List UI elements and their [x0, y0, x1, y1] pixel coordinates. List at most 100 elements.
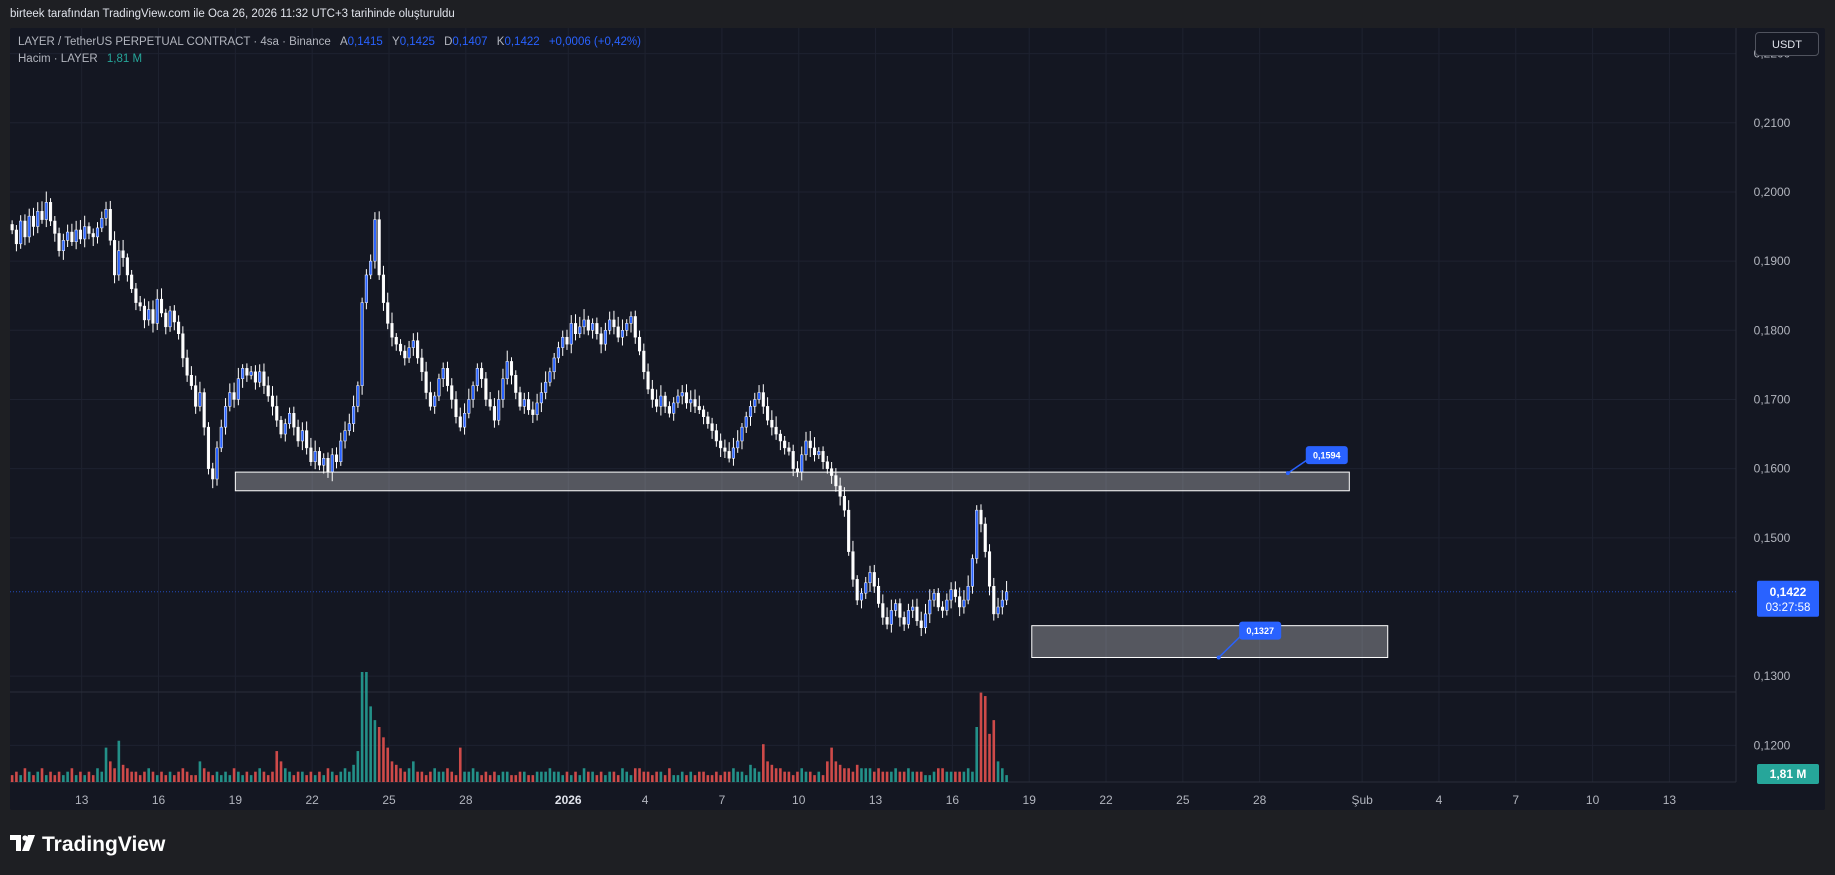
time-tick-label: 22: [305, 793, 319, 807]
candle-body: [309, 447, 313, 462]
candle-body: [172, 310, 176, 323]
tradingview-logo[interactable]: TradingView: [10, 833, 165, 857]
volume-bar: [318, 771, 321, 782]
candle-body: [215, 447, 219, 480]
candle-body: [142, 305, 146, 321]
volume-bar: [672, 775, 675, 782]
candle-body: [262, 371, 266, 386]
candle-body: [19, 220, 23, 245]
volume-bar: [966, 768, 970, 782]
price-tick-label: 0,1900: [1754, 254, 1791, 268]
countdown-value: 03:27:58: [1766, 602, 1811, 614]
candle-body: [680, 392, 684, 397]
symbol-title[interactable]: LAYER / TetherUS PERPETUAL CONTRACT · 4s…: [18, 36, 331, 48]
candle-body: [87, 226, 91, 234]
volume-bar: [283, 768, 287, 782]
candle-body: [855, 579, 859, 601]
volume-bar: [894, 768, 897, 782]
volume-bar: [117, 740, 121, 782]
candle-body: [684, 392, 689, 404]
volume-bar: [523, 771, 526, 782]
volume-bar: [732, 768, 735, 782]
candle-body: [407, 347, 411, 359]
candle-body: [198, 392, 202, 407]
volume-bar: [70, 768, 74, 782]
candle-body: [266, 385, 270, 397]
candle-body: [484, 378, 488, 400]
candle-body: [911, 606, 915, 611]
candle-body: [403, 350, 407, 359]
volume-bar: [164, 775, 168, 782]
candle-body: [202, 392, 206, 428]
time-tick-label: 22: [1099, 793, 1113, 807]
candle-body: [748, 406, 753, 418]
volume-bar: [437, 771, 441, 782]
volume-bar: [727, 771, 731, 782]
candle-body: [352, 406, 356, 424]
candle-body: [53, 220, 57, 234]
volume-bar: [335, 775, 338, 782]
candle-body: [317, 451, 321, 466]
volume-bar: [301, 771, 304, 782]
volume-value: 1,81 M: [106, 53, 143, 65]
candle-body: [270, 395, 275, 407]
volume-bar: [864, 768, 868, 782]
volume-bar: [928, 775, 932, 782]
candle-body: [736, 440, 740, 449]
candle-body: [573, 323, 578, 335]
volume-bar: [407, 768, 411, 782]
volume-bar: [715, 771, 718, 782]
volume-bar: [830, 747, 833, 782]
candle-body: [398, 343, 403, 352]
candle-body: [454, 399, 458, 418]
candle-body: [731, 447, 735, 459]
volume-bar: [821, 775, 825, 782]
candle-body: [74, 229, 78, 242]
currency-button[interactable]: USDT: [1755, 32, 1819, 56]
volume-bar: [360, 672, 364, 782]
volume-bar: [651, 775, 654, 782]
candle-body: [433, 395, 437, 407]
volume-bar: [330, 771, 334, 782]
volume-bar: [881, 771, 885, 782]
volume-bar: [766, 761, 769, 782]
volume-bar: [919, 771, 923, 782]
volume-bar: [702, 771, 705, 782]
candle-body: [766, 406, 770, 421]
candle-body: [885, 617, 889, 625]
volume-bar: [454, 775, 458, 782]
volume-bar: [557, 771, 560, 782]
volume-bar: [740, 771, 744, 782]
candle-body: [458, 416, 462, 428]
volume-bar: [373, 720, 377, 782]
volume-bar: [595, 775, 599, 782]
volume-bar: [749, 764, 752, 782]
volume-bar: [275, 751, 279, 782]
candle-body: [953, 589, 957, 597]
chart-legend: LAYER / TetherUS PERPETUAL CONTRACT · 4s…: [18, 34, 641, 68]
candle-body: [642, 350, 646, 373]
volume-bar: [954, 771, 957, 782]
candle-body: [305, 430, 309, 449]
volume-bar: [386, 747, 390, 782]
last-price-value: 0,1422: [1770, 585, 1807, 599]
volume-bar: [988, 733, 991, 782]
volume-bar: [241, 775, 244, 782]
candle-body: [480, 368, 484, 379]
volume-bar: [872, 771, 876, 782]
volume-bar: [463, 771, 466, 782]
volume-title[interactable]: Hacim · LAYER: [18, 53, 98, 65]
candle-body: [697, 406, 701, 411]
candle-body: [817, 451, 821, 456]
candle-body: [155, 298, 159, 324]
volume-bar: [309, 771, 313, 782]
candle-body: [868, 572, 872, 584]
volume-bar: [838, 764, 842, 782]
zone-label-box: [1239, 621, 1282, 640]
candle-body: [219, 426, 223, 449]
candle-body: [616, 326, 620, 338]
volume-bar: [211, 775, 215, 782]
candle-body: [275, 406, 279, 421]
candle-body: [966, 585, 970, 601]
